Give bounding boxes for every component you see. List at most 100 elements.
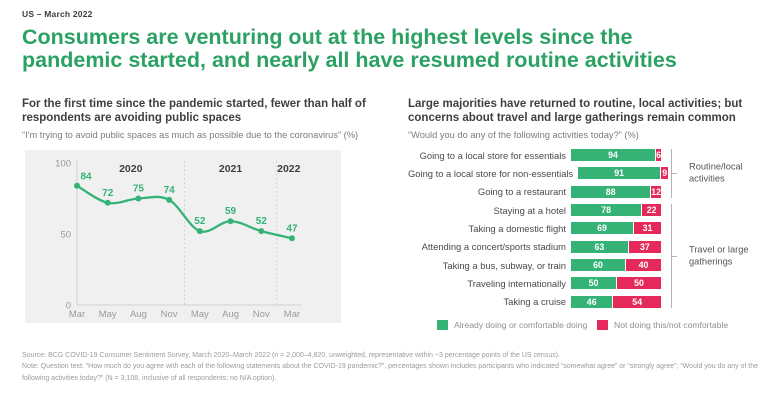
right-section-subtitle: “Would you do any of the following activ… [408, 129, 639, 140]
data-point-value-label: 52 [194, 216, 206, 227]
stacked-bar: 63 37 [571, 240, 661, 253]
footnotes: Source: BCG COVID-19 Consumer Sentiment … [22, 350, 759, 384]
x-tick-label: Mar [69, 309, 85, 320]
y-tick-label: 50 [60, 230, 71, 241]
line-chart-panel: 0 50 100 Mar May Aug Nov May Aug Nov Mar 2020 2021 20… [25, 150, 341, 323]
x-tick-label: Aug [130, 309, 147, 320]
report-meta-label: US – March 2022 [22, 9, 93, 19]
line-chart: 0 50 100 Mar May Aug Nov May Aug Nov Mar 2020 2021 20… [55, 159, 301, 320]
bar-row: Attending a concert/sports stadium 63 37 [408, 240, 661, 253]
bar-row: Going to a restaurant 88 12 [408, 185, 661, 198]
bar-segment-comfortable: 50 [571, 277, 616, 290]
group-bracket-label: Routine/local activities [689, 161, 743, 184]
legend-label: Not doing this/not comfortable [614, 320, 729, 330]
data-point-marker [196, 228, 203, 235]
data-point-marker [104, 199, 111, 206]
legend-swatch-icon [437, 320, 448, 330]
bar-row: Taking a domestic flight 69 31 [408, 222, 661, 235]
bar-segment-not-comfortable: 12 [650, 185, 661, 198]
bar-row-label: Staying at a hotel [493, 204, 566, 216]
data-point-value-label: 52 [256, 216, 268, 227]
bar-row-label: Taking a bus, subway, or train [442, 259, 566, 271]
data-point-marker [227, 218, 234, 225]
bar-segment-comfortable: 88 [571, 185, 651, 198]
bar-row: Going to a local store for essentials 94 6 [408, 149, 661, 161]
left-section-heading: For the first time since the pandemic st… [22, 98, 366, 125]
bar-row: Taking a bus, subway, or train 60 40 [408, 259, 661, 272]
legend-item: Not doing this/not comfortable [597, 320, 728, 330]
x-tick-label: Nov [253, 309, 270, 320]
bar-segment-comfortable: 60 [571, 259, 625, 272]
stacked-bar: 88 12 [571, 185, 661, 198]
footer-source: Source: BCG COVID-19 Consumer Sentiment … [22, 352, 560, 359]
group-bracket [671, 204, 677, 308]
x-tick-label: Mar [284, 309, 300, 320]
data-point-value-label: 75 [133, 184, 145, 195]
y-tick-label: 0 [66, 301, 71, 312]
right-section-heading: Large majorities have returned to routin… [408, 98, 743, 125]
data-point-marker [288, 235, 295, 242]
bar-row: Taking a cruise 46 54 [408, 295, 661, 308]
group-bracket [671, 149, 677, 198]
bar-segment-not-comfortable: 9 [660, 167, 669, 180]
stacked-bar: 50 50 [571, 277, 661, 290]
bar-segment-not-comfortable: 50 [616, 277, 661, 290]
bar-segment-comfortable: 78 [571, 204, 642, 217]
legend-label: Already doing or comfortable doing [454, 320, 588, 330]
bar-row-label: Going to a restaurant [477, 186, 566, 198]
data-point-marker [258, 228, 265, 235]
left-section: For the first time since the pandemic st… [22, 97, 368, 140]
data-point-value-label: 47 [286, 223, 298, 234]
bar-segment-comfortable: 69 [571, 222, 634, 235]
year-label: 2020 [119, 163, 143, 175]
data-point-marker [135, 195, 142, 202]
y-tick-label: 100 [55, 159, 71, 170]
data-point-value-label: 72 [102, 188, 114, 199]
bar-row-label: Taking a cruise [503, 296, 566, 308]
bar-row: Going to a local store for non-essential… [408, 167, 669, 180]
data-point-value-label: 84 [80, 172, 92, 183]
stacked-bar-chart: Going to a local store for essentials 94 6… [408, 149, 768, 344]
year-label: 2021 [219, 163, 243, 175]
stacked-bar: 94 6 [571, 149, 661, 161]
x-tick-label: May [191, 309, 209, 320]
bar-row-label: Going to a local store for essentials [419, 149, 566, 161]
bar-row: Traveling internationally 50 50 [408, 277, 661, 290]
bar-segment-comfortable: 46 [571, 295, 613, 308]
group-bracket-tick [672, 255, 677, 257]
data-point-marker [166, 196, 173, 203]
bar-row-label: Attending a concert/sports stadium [421, 241, 566, 253]
page-title: Consumers are venturing out at the highe… [22, 25, 677, 73]
stacked-bar: 46 54 [571, 295, 661, 308]
bar-segment-not-comfortable: 31 [633, 222, 661, 235]
bar-segment-not-comfortable: 6 [655, 149, 661, 161]
bar-row-label: Traveling internationally [467, 277, 566, 289]
group-bracket-tick [672, 173, 677, 175]
bar-row-label: Taking a domestic flight [468, 222, 566, 234]
bar-row: Staying at a hotel 78 22 [408, 204, 661, 217]
stacked-bar: 91 9 [578, 167, 669, 180]
data-point-value-label: 59 [225, 206, 237, 217]
bar-segment-comfortable: 91 [578, 167, 661, 180]
stacked-bar: 60 40 [571, 259, 661, 272]
data-point-value-label: 74 [164, 185, 176, 196]
stacked-bar: 69 31 [571, 222, 661, 235]
x-tick-label: Aug [222, 309, 239, 320]
footer-note: Note: Question text: “How much do you ag… [22, 363, 759, 382]
bar-segment-not-comfortable: 54 [612, 295, 661, 308]
x-tick-label: May [99, 309, 117, 320]
bar-segment-not-comfortable: 37 [627, 240, 661, 253]
stacked-bar: 78 22 [571, 204, 661, 217]
year-label: 2022 [277, 163, 301, 175]
bar-segment-not-comfortable: 40 [625, 259, 661, 272]
x-tick-label: Nov [161, 309, 178, 320]
group-bracket-label: Travel or large gatherings [689, 244, 749, 266]
bar-segment-comfortable: 94 [571, 149, 656, 161]
left-section-subtitle: “I'm trying to avoid public spaces as mu… [22, 129, 359, 140]
bar-segment-not-comfortable: 22 [641, 204, 661, 217]
bar-segment-comfortable: 63 [571, 240, 628, 253]
legend-item: Already doing or comfortable doing [437, 320, 587, 330]
data-point-marker [74, 182, 80, 189]
right-section: Large majorities have returned to routin… [408, 97, 766, 140]
bar-row-label: Going to a local store for non-essential… [408, 167, 574, 179]
